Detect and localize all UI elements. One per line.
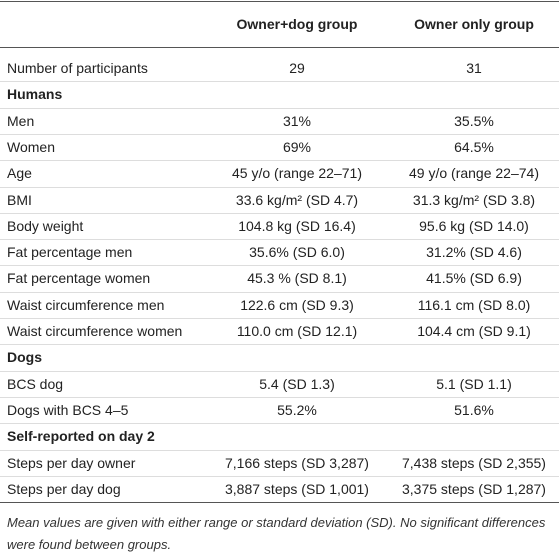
- cell: 7,166 steps (SD 3,287): [225, 454, 369, 471]
- row-separator: [0, 239, 559, 241]
- cell: 3,375 steps (SD 1,287): [402, 480, 546, 497]
- row-separator: [0, 81, 559, 83]
- cell: 31.2% (SD 4.6): [426, 244, 522, 261]
- row-label: Steps per day dog: [7, 480, 121, 497]
- cell: 31: [466, 60, 482, 76]
- row-separator: [0, 475, 559, 477]
- header-cell: Owner+dog group: [236, 16, 358, 32]
- cell: 110.0 cm (SD 12.1): [236, 323, 358, 339]
- cell: 7,438 steps (SD 2,355): [402, 454, 546, 471]
- row-separator: [0, 133, 559, 135]
- cell: 95.6 kg (SD 14.0): [419, 217, 529, 234]
- cell: 5.4 (SD 1.3): [259, 375, 335, 392]
- row-label: Waist circumference women: [7, 323, 183, 339]
- section-label: Humans: [7, 86, 63, 103]
- cell: 3,887 steps (SD 1,001): [225, 480, 369, 497]
- row-label: Women: [7, 138, 55, 155]
- cell: 64.5%: [454, 138, 494, 155]
- bottom-rule: [0, 502, 559, 503]
- row-separator: [0, 370, 559, 372]
- cell: 51.6%: [454, 401, 494, 418]
- cell: 35.6% (SD 6.0): [249, 244, 345, 261]
- top-rule: [0, 1, 559, 2]
- cell: 55.2%: [277, 401, 317, 418]
- row-separator: [0, 344, 559, 346]
- section-label: Dogs: [7, 349, 42, 366]
- cell: 31%: [282, 112, 312, 129]
- cell: 29: [289, 60, 305, 76]
- section-label: Self-reported on day 2: [7, 428, 155, 445]
- row-label: Body weight: [7, 217, 84, 234]
- row-separator: [0, 160, 559, 162]
- row-label: Dogs with BCS 4–5: [7, 401, 129, 418]
- cell: 104.4 cm (SD 9.1): [417, 323, 531, 339]
- cell: 122.6 cm (SD 9.3): [240, 296, 354, 313]
- cell: 5.1 (SD 1.1): [436, 375, 512, 392]
- row-label: Fat percentage women: [7, 270, 151, 287]
- header-rule: [0, 47, 559, 48]
- cell: 41.5% (SD 6.9): [426, 270, 522, 287]
- cell: 104.8 kg (SD 16.4): [238, 217, 356, 234]
- row-separator: [0, 186, 559, 188]
- row-separator: [0, 291, 559, 293]
- row-separator: [0, 212, 559, 214]
- row-label: BMI: [7, 191, 32, 208]
- row-label: Age: [7, 165, 32, 182]
- cell: 33.6 kg/m² (SD 4.7): [235, 191, 359, 208]
- cell: 45.3 % (SD 8.1): [247, 270, 347, 287]
- cell: 69%: [282, 138, 312, 155]
- cell: 35.5%: [454, 112, 494, 129]
- row-separator: [0, 318, 559, 319]
- row-separator: [0, 107, 559, 109]
- row-separator: [0, 396, 559, 398]
- row-label: BCS dog: [7, 375, 64, 392]
- row-separator: [0, 265, 559, 267]
- row-label: Steps per day owner: [7, 454, 136, 471]
- cell: 45 y/o (range 22–71): [232, 165, 362, 182]
- header-cell: Owner only group: [414, 16, 534, 32]
- row-separator: [0, 449, 559, 451]
- cell: 49 y/o (range 22–74): [409, 165, 539, 182]
- row-separator: [0, 423, 559, 425]
- row-label: Number of participants: [7, 60, 148, 76]
- cell: 116.1 cm (SD 8.0): [417, 296, 531, 313]
- row-label: Waist circumference men: [7, 296, 165, 313]
- row-label: Fat percentage men: [7, 244, 133, 261]
- row-label: Men: [7, 112, 35, 129]
- cell: 31.3 kg/m² (SD 3.8): [412, 191, 536, 208]
- footnote: Mean values are given with either range …: [7, 515, 546, 552]
